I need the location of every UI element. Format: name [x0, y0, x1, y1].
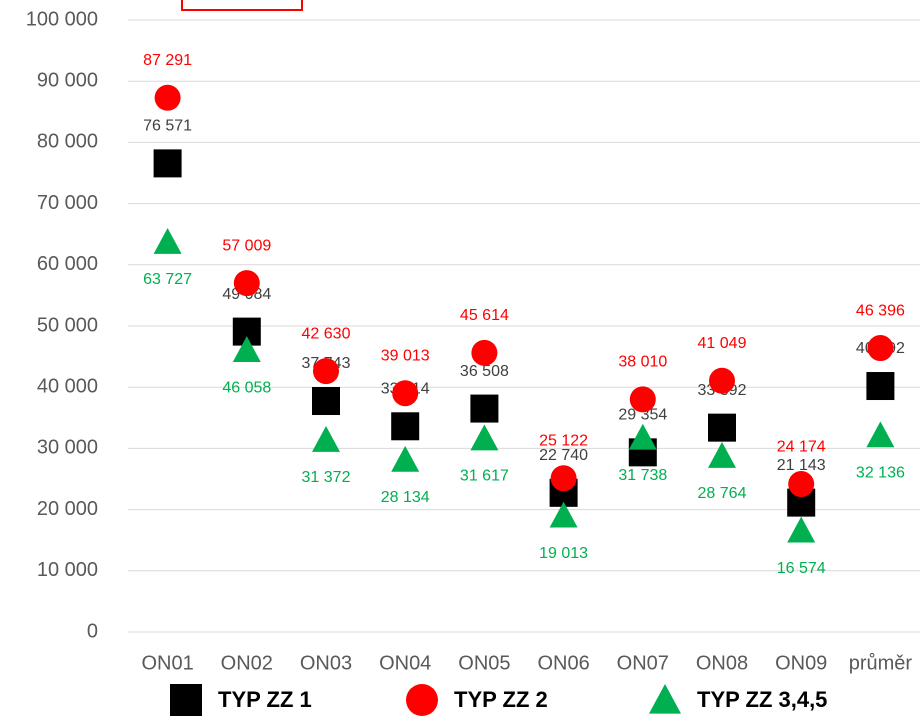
data-label: 57 009 [222, 237, 271, 254]
data-label: 29 354 [618, 407, 667, 424]
circle-marker [629, 386, 656, 413]
data-label: 76 571 [143, 118, 192, 135]
triangle-marker [391, 445, 420, 472]
y-tick-label: 60 000 [37, 253, 98, 275]
y-tick-label: 100 000 [26, 8, 98, 30]
y-tick-label: 30 000 [37, 437, 98, 459]
y-tick-label: 90 000 [37, 69, 98, 91]
x-tick-label: ON08 [696, 652, 748, 674]
data-label: 24 174 [777, 438, 826, 455]
triangle-marker [649, 684, 681, 714]
x-tick-label: ON04 [379, 652, 431, 674]
triangle-marker [628, 423, 657, 450]
legend-label: TYP ZZ 2 [454, 687, 548, 712]
circle-marker [406, 684, 438, 716]
data-label: 28 134 [381, 489, 430, 506]
circle-marker [233, 270, 260, 297]
data-label: 19 013 [539, 545, 588, 562]
circle-marker [788, 471, 815, 498]
triangle-marker [312, 426, 340, 452]
triangle-marker [470, 424, 499, 451]
data-label: 46 058 [222, 379, 271, 396]
triangle-marker [549, 501, 578, 528]
x-tick-label: ON05 [458, 652, 510, 674]
y-tick-label: 40 000 [37, 375, 98, 397]
circle-marker [392, 380, 419, 407]
circle-marker [313, 358, 339, 385]
circle-marker [550, 465, 577, 492]
x-tick-label: průměr [849, 652, 913, 674]
y-tick-label: 10 000 [37, 559, 98, 581]
data-label: 32 136 [856, 465, 905, 482]
y-tick-label: 20 000 [37, 498, 98, 520]
x-tick-label: ON06 [537, 652, 589, 674]
triangle-marker [866, 421, 895, 448]
legend-label: TYP ZZ 3,4,5 [697, 687, 827, 712]
y-tick-label: 0 [87, 620, 98, 642]
data-label: 42 630 [302, 325, 351, 342]
data-label: 38 010 [618, 354, 667, 371]
data-label: 22 740 [539, 447, 588, 464]
square-marker [708, 413, 736, 442]
x-tick-label: ON02 [221, 652, 273, 674]
circle-marker [709, 367, 735, 394]
y-tick-label: 50 000 [37, 314, 98, 336]
triangle-marker [153, 227, 182, 254]
data-label: 31 372 [302, 469, 351, 486]
data-label: 31 738 [618, 467, 667, 484]
x-tick-label: ON01 [141, 652, 193, 674]
y-tick-label: 80 000 [37, 131, 98, 153]
square-marker [153, 149, 182, 178]
square-marker [470, 394, 499, 423]
triangle-marker [232, 336, 261, 363]
data-label: 28 764 [698, 485, 747, 502]
circle-marker [471, 339, 498, 366]
legend-label: TYP ZZ 1 [218, 687, 312, 712]
y-tick-label: 70 000 [37, 192, 98, 214]
data-label: 36 508 [460, 363, 509, 380]
triangle-marker [708, 441, 736, 468]
square-marker [312, 387, 340, 416]
data-label: 45 614 [460, 307, 509, 324]
circle-marker [867, 335, 894, 362]
data-label: 46 396 [856, 302, 905, 319]
data-label: 16 574 [777, 560, 826, 577]
data-label: 87 291 [143, 52, 192, 69]
square-marker [866, 372, 895, 401]
square-marker [391, 412, 420, 441]
data-label: 31 617 [460, 468, 509, 485]
data-label: 25 122 [539, 432, 588, 449]
square-marker [170, 684, 202, 716]
data-label: 39 013 [381, 347, 430, 364]
x-tick-label: ON07 [617, 652, 669, 674]
data-label: 21 143 [777, 457, 826, 474]
circle-marker [154, 84, 181, 111]
title-frame [181, 0, 303, 11]
data-label: 63 727 [143, 271, 192, 288]
x-tick-label: ON03 [300, 652, 352, 674]
x-tick-label: ON09 [775, 652, 827, 674]
triangle-marker [787, 516, 816, 543]
data-label: 41 049 [698, 335, 747, 352]
